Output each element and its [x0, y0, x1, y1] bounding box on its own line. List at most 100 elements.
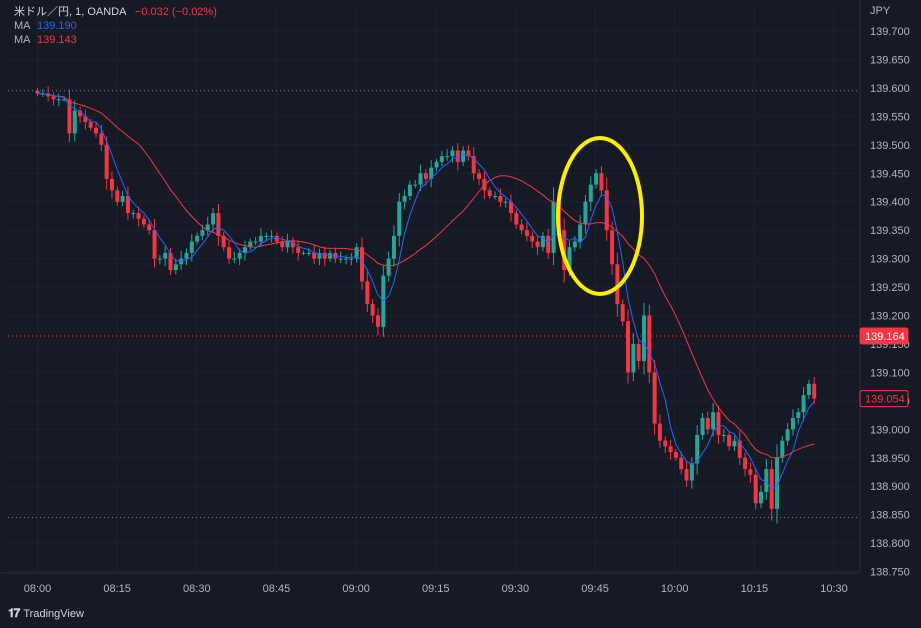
candle-body[interactable] — [386, 258, 391, 276]
candle-body[interactable] — [663, 440, 668, 447]
candle-body[interactable] — [753, 474, 758, 504]
candle-body[interactable] — [216, 213, 221, 236]
candle-body[interactable] — [700, 417, 705, 435]
candle-body[interactable] — [189, 241, 194, 253]
candle-body[interactable] — [56, 99, 61, 101]
candle-body[interactable] — [120, 196, 125, 202]
candle-body[interactable] — [78, 110, 83, 117]
legend-ma2-row[interactable]: MA 139.143 — [14, 33, 217, 47]
candle-body[interactable] — [673, 452, 678, 458]
candle-body[interactable] — [524, 230, 529, 236]
candle-body[interactable] — [173, 264, 178, 270]
candle-body[interactable] — [168, 252, 173, 270]
candle-body[interactable] — [599, 173, 604, 191]
candle-body[interactable] — [780, 440, 785, 458]
candle-body[interactable] — [375, 315, 380, 327]
candle-body[interactable] — [583, 201, 588, 225]
candle-body[interactable] — [205, 224, 210, 231]
candle-body[interactable] — [727, 434, 732, 447]
candle-body[interactable] — [136, 213, 141, 219]
candle-body[interactable] — [801, 395, 806, 413]
candle-body[interactable] — [125, 196, 130, 214]
candle-body[interactable] — [248, 241, 253, 248]
candle-body[interactable] — [785, 429, 790, 441]
candle-body[interactable] — [51, 96, 56, 100]
candle-body[interactable] — [88, 122, 93, 128]
candle-body[interactable] — [689, 463, 694, 481]
candle-body[interactable] — [806, 383, 811, 396]
candle-body[interactable] — [519, 224, 524, 231]
candle-body[interactable] — [312, 252, 317, 259]
candle-body[interactable] — [471, 156, 476, 174]
candle-body[interactable] — [636, 343, 641, 362]
candle-body[interactable] — [450, 150, 455, 157]
symbol-label[interactable]: 米ドル／円, 1, OANDA — [14, 6, 126, 18]
candle-body[interactable] — [514, 213, 519, 225]
candle-body[interactable] — [743, 457, 748, 470]
candle-body[interactable] — [705, 417, 710, 430]
candle-body[interactable] — [391, 235, 396, 259]
candle-body[interactable] — [652, 372, 657, 424]
candle-body[interactable] — [200, 230, 205, 236]
candle-body[interactable] — [94, 127, 99, 134]
candle-body[interactable] — [748, 469, 753, 475]
candle-body[interactable] — [461, 150, 466, 162]
candle-body[interactable] — [679, 457, 684, 470]
candle-body[interactable] — [365, 281, 370, 305]
candle-body[interactable] — [546, 235, 551, 253]
candle-body[interactable] — [83, 116, 88, 123]
candle-body[interactable] — [141, 218, 146, 225]
candle-body[interactable] — [258, 235, 263, 242]
candle-body[interactable] — [115, 190, 120, 202]
candle-body[interactable] — [72, 110, 77, 134]
candle-body[interactable] — [274, 235, 279, 242]
candle-body[interactable] — [338, 258, 343, 260]
candle-body[interactable] — [434, 161, 439, 168]
candle-body[interactable] — [721, 434, 726, 436]
candle-body[interactable] — [737, 440, 742, 458]
candle-body[interactable] — [62, 99, 67, 101]
candle-body[interactable] — [668, 446, 673, 453]
candle-body[interactable] — [562, 230, 567, 270]
candle-body[interactable] — [333, 252, 338, 259]
candle-body[interactable] — [439, 156, 444, 162]
candle-body[interactable] — [604, 190, 609, 231]
candle-body[interactable] — [322, 252, 327, 259]
candle-body[interactable] — [647, 315, 652, 373]
candle-body[interactable] — [195, 235, 200, 242]
candle-body[interactable] — [493, 196, 498, 198]
candle-body[interactable] — [221, 235, 226, 248]
candle-body[interactable] — [242, 247, 247, 253]
candle-body[interactable] — [397, 201, 402, 236]
candle-body[interactable] — [99, 133, 104, 145]
candle-body[interactable] — [790, 417, 795, 430]
candle-body[interactable] — [306, 252, 311, 254]
candle-body[interactable] — [317, 252, 322, 259]
candle-body[interactable] — [466, 150, 471, 157]
candle-body[interactable] — [423, 173, 428, 179]
candle-body[interactable] — [759, 491, 764, 504]
candle-body[interactable] — [764, 469, 769, 492]
candle-body[interactable] — [631, 343, 636, 373]
candle-body[interactable] — [572, 241, 577, 248]
candle-body[interactable] — [503, 201, 508, 203]
candle-body[interactable] — [641, 315, 646, 362]
candle-body[interactable] — [211, 213, 216, 225]
candle-body[interactable] — [626, 321, 631, 373]
candle-body[interactable] — [157, 258, 162, 260]
candle-body[interactable] — [711, 412, 716, 430]
legend-ma1-row[interactable]: MA 139.190 — [14, 19, 217, 33]
candle-body[interactable] — [301, 252, 306, 254]
candle-body[interactable] — [280, 241, 285, 248]
candle-body[interactable] — [227, 247, 232, 259]
candle-body[interactable] — [147, 224, 152, 231]
candle-body[interactable] — [477, 173, 482, 179]
candle-body[interactable] — [610, 230, 615, 265]
candle-body[interactable] — [535, 241, 540, 248]
candle-body[interactable] — [407, 184, 412, 197]
tradingview-brand[interactable]: 𝟏𝟕 TradingView — [8, 606, 84, 621]
candle-body[interactable] — [551, 201, 556, 253]
candle-body[interactable] — [285, 241, 290, 248]
candle-body[interactable] — [445, 156, 450, 158]
